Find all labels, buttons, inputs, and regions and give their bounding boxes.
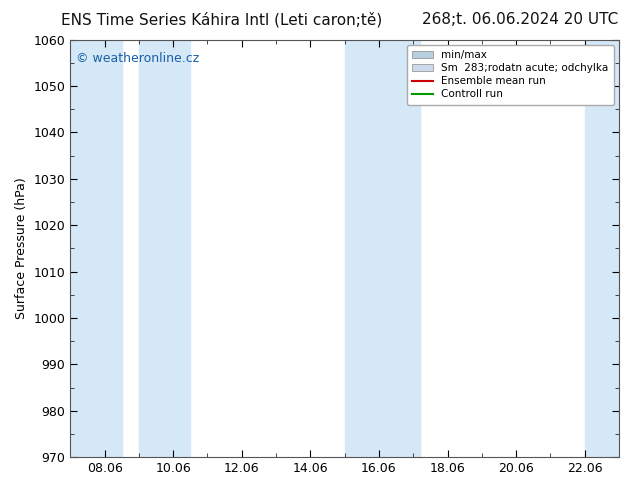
Bar (139, 40, 190, 457)
Bar (396, 40, 420, 457)
Bar (585, 40, 619, 457)
Text: ENS Time Series Káhira Intl (Leti caron;tě): ENS Time Series Káhira Intl (Leti caron;… (61, 12, 382, 28)
Text: © weatheronline.cz: © weatheronline.cz (76, 52, 199, 65)
Text: 268;t. 06.06.2024 20 UTC: 268;t. 06.06.2024 20 UTC (422, 12, 618, 27)
Y-axis label: Surface Pressure (hPa): Surface Pressure (hPa) (15, 177, 28, 319)
Bar (70, 40, 122, 457)
Legend: min/max, Sm  283;rodatn acute; odchylka, Ensemble mean run, Controll run: min/max, Sm 283;rodatn acute; odchylka, … (407, 45, 614, 104)
Bar (345, 40, 396, 457)
